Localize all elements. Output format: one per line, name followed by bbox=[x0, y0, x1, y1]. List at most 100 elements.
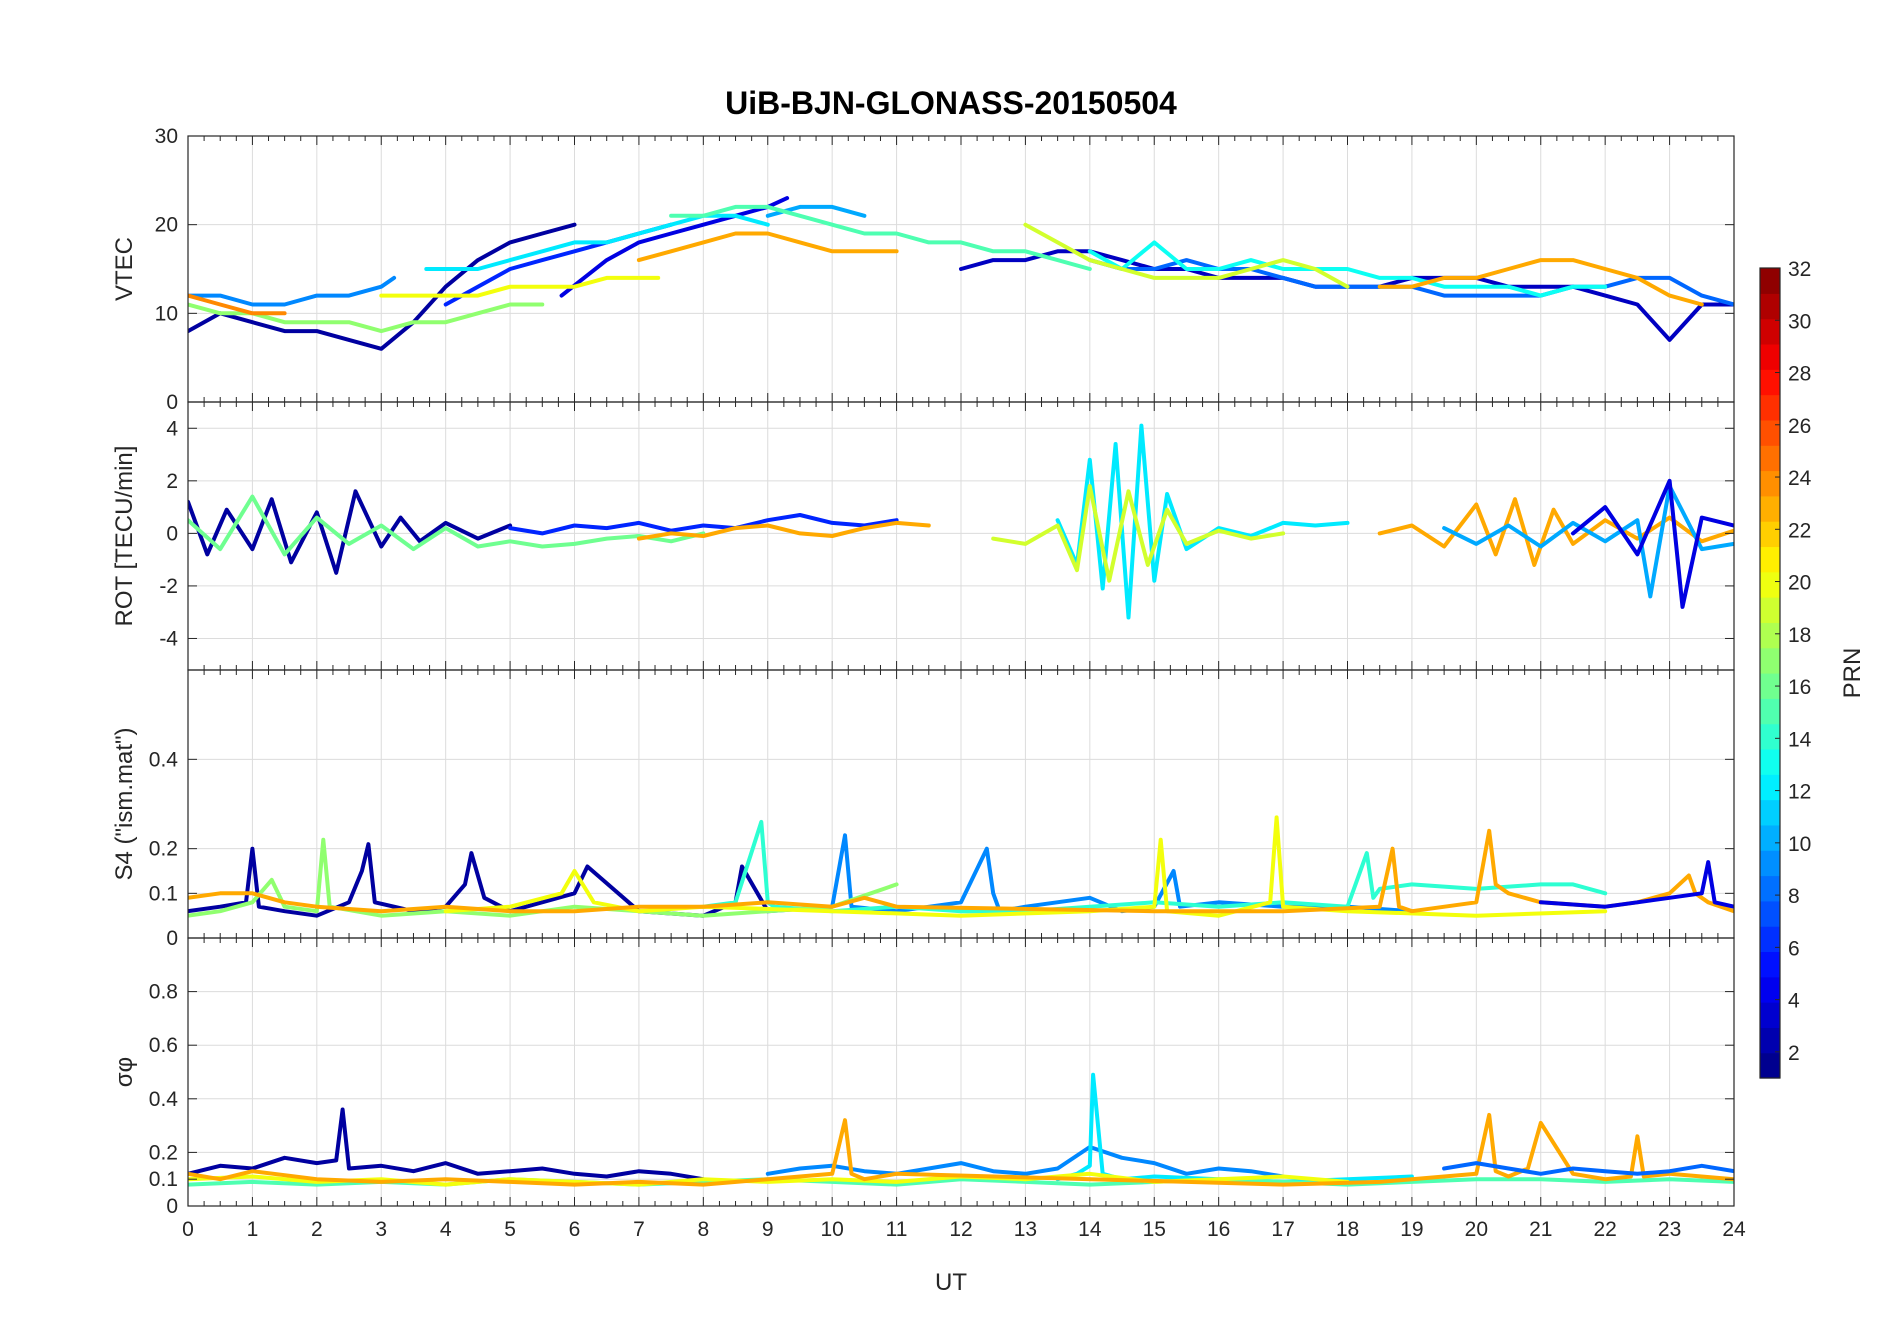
x-tick-label: 20 bbox=[1465, 1218, 1488, 1241]
y-tick-label: 4 bbox=[166, 417, 178, 440]
series-prn-23 bbox=[636, 520, 931, 541]
x-tick-label: 11 bbox=[886, 1218, 908, 1241]
y-tick-label: 0.1 bbox=[149, 882, 178, 905]
series-prn-17 bbox=[188, 837, 899, 918]
colorbar-tick-label: 32 bbox=[1788, 258, 1811, 281]
panel-rot: -4 -2 0 2 4 ROT [TECU/min] bbox=[111, 401, 1735, 671]
series-prn-23 bbox=[636, 231, 899, 263]
colorbar-segment bbox=[1760, 748, 1780, 775]
x-tick-labels: 0 1 2 3 4 5 6 7 8 9 10 11 12 13 14 15 16 17 18 19 20 21 22 23 24 bbox=[182, 1218, 1746, 1241]
colorbar-tick-label: 16 bbox=[1788, 676, 1811, 699]
colorbar-tick-label: 24 bbox=[1788, 467, 1812, 490]
y-tick-label: 0.8 bbox=[149, 981, 178, 1004]
colorbar-tick-label: 14 bbox=[1788, 728, 1812, 751]
colorbar-segment bbox=[1760, 571, 1780, 598]
panel-sigma-phi: 0 0.1 0.2 0.4 0.6 0.8 σφ bbox=[111, 937, 1735, 1218]
series-prn-24 bbox=[188, 293, 287, 316]
colorbar-segment bbox=[1760, 394, 1780, 421]
x-tick-label: 10 bbox=[820, 1218, 843, 1241]
colorbar-label: PRN bbox=[1839, 648, 1866, 699]
x-tick-label: 7 bbox=[633, 1218, 645, 1241]
colorbar-segment bbox=[1760, 900, 1780, 927]
y-tick-label: 0.6 bbox=[149, 1034, 178, 1057]
colorbar-segment bbox=[1760, 546, 1780, 573]
colorbar-tick-label: 26 bbox=[1788, 415, 1811, 438]
x-tick-label: 12 bbox=[949, 1218, 972, 1241]
colorbar-tick-label: 22 bbox=[1788, 519, 1811, 542]
series-prn-16 bbox=[188, 494, 706, 557]
panel-s4: 0 0.1 0.2 0.4 S4 ("ism.mat") bbox=[111, 669, 1735, 950]
series-prn-2 bbox=[188, 222, 577, 351]
x-tick-label: 14 bbox=[1078, 1218, 1102, 1241]
colorbar-segment bbox=[1760, 673, 1780, 699]
series-prn-9 bbox=[188, 275, 397, 307]
series-prn-12 bbox=[1055, 1072, 1414, 1184]
series-group bbox=[188, 196, 1734, 351]
chart-title: UiB-BJN-GLONASS-20150504 bbox=[725, 85, 1177, 121]
y-axis-label: σφ bbox=[111, 1057, 138, 1087]
colorbar-segment bbox=[1760, 293, 1780, 320]
x-tick-label: 4 bbox=[440, 1218, 452, 1241]
y-tick-label: 0.2 bbox=[149, 838, 178, 861]
series-prn-4 bbox=[1571, 478, 1734, 609]
colorbar-tick-label: 28 bbox=[1788, 363, 1811, 386]
series-prn-6 bbox=[443, 222, 674, 307]
colorbar-segment bbox=[1760, 470, 1780, 497]
series-prn-19 bbox=[1023, 222, 1350, 289]
y-tick-label: 0.2 bbox=[149, 1141, 178, 1164]
x-tick-label: 15 bbox=[1143, 1218, 1166, 1241]
colorbar-segment bbox=[1760, 622, 1780, 649]
x-tick-label: 2 bbox=[311, 1218, 323, 1241]
y-tick-label: 0 bbox=[166, 391, 178, 414]
colorbar-tick-label: 30 bbox=[1788, 310, 1811, 333]
colorbar-segment bbox=[1760, 268, 1780, 294]
colorbar-segment bbox=[1760, 369, 1780, 396]
series-prn-4 bbox=[1538, 860, 1734, 909]
colorbar-segment bbox=[1760, 698, 1780, 725]
x-tick-label: 17 bbox=[1271, 1218, 1294, 1241]
series-prn-12 bbox=[424, 213, 770, 271]
colorbar-segment bbox=[1760, 926, 1780, 953]
colorbar-tick-label: 8 bbox=[1788, 885, 1800, 908]
series-prn-2 bbox=[188, 1107, 706, 1182]
colorbar-segment bbox=[1760, 597, 1780, 623]
colorbar-tick-label: 6 bbox=[1788, 937, 1800, 960]
colorbar-segment bbox=[1760, 976, 1780, 1003]
series-prn-2 bbox=[188, 489, 513, 575]
y-tick-label: 0 bbox=[166, 522, 178, 545]
colorbar-tick-label: 20 bbox=[1788, 572, 1811, 595]
y-tick-label: -2 bbox=[159, 575, 178, 598]
colorbar-segment bbox=[1760, 1002, 1780, 1028]
series-prn-23 bbox=[1377, 258, 1704, 307]
series-prn-20 bbox=[379, 275, 661, 298]
series-prn-8 bbox=[1442, 1161, 1734, 1176]
series-prn-12 bbox=[1055, 423, 1350, 620]
colorbar-tick-label: 2 bbox=[1788, 1042, 1800, 1065]
colorbar-segment bbox=[1760, 1052, 1780, 1079]
y-axis-label: S4 ("ism.mat") bbox=[111, 727, 138, 880]
colorbar-segment bbox=[1760, 799, 1780, 826]
panel-vtec: 0 10 20 30 VTEC bbox=[111, 125, 1735, 414]
colorbar-segment bbox=[1760, 1027, 1780, 1054]
colorbar-tick-label: 4 bbox=[1788, 990, 1800, 1013]
x-tick-label: 13 bbox=[1014, 1218, 1037, 1241]
x-axis-label: UT bbox=[935, 1269, 967, 1296]
colorbar-segment bbox=[1760, 824, 1780, 851]
colorbar-segment bbox=[1760, 723, 1780, 750]
x-tick-label: 5 bbox=[504, 1218, 516, 1241]
y-tick-label: 20 bbox=[155, 214, 178, 237]
series-prn-9 bbox=[765, 833, 1414, 914]
colorbar-tick-label: 18 bbox=[1788, 624, 1811, 647]
colorbar-segment bbox=[1760, 850, 1780, 877]
series-group bbox=[188, 1072, 1734, 1187]
colorbar-segment bbox=[1760, 445, 1780, 472]
colorbar-segment bbox=[1760, 419, 1780, 446]
x-tick-label: 3 bbox=[375, 1218, 387, 1241]
colorbar-segment bbox=[1760, 875, 1780, 902]
colorbar-segment bbox=[1760, 318, 1780, 345]
y-tick-label: 10 bbox=[155, 302, 178, 325]
x-tick-label: 19 bbox=[1400, 1218, 1423, 1241]
x-tick-label: 21 bbox=[1529, 1218, 1552, 1241]
x-tick-label: 22 bbox=[1593, 1218, 1616, 1241]
